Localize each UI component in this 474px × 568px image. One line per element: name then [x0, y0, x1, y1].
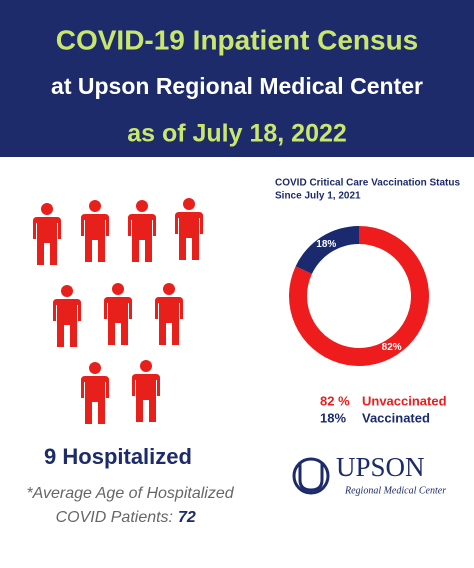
logo-tagline: Regional Medical Center	[344, 485, 446, 496]
header-title: COVID-19 Inpatient Census	[56, 24, 419, 55]
average-age-label: *Average Age of Hospitalized	[26, 485, 234, 502]
header-band	[0, 0, 474, 157]
donut-chart: 82% 18%	[288, 226, 429, 366]
hospitalized-count: 9 Hospitalized	[44, 444, 192, 469]
person-icon	[175, 198, 203, 260]
person-icon	[155, 283, 183, 345]
logo-name: UPSON	[336, 452, 425, 482]
average-age-label: COVID Patients:	[56, 509, 173, 526]
donut-segment	[295, 226, 359, 274]
segment-label: 18%	[316, 239, 336, 250]
logo-emblem	[298, 462, 324, 492]
person-icon	[33, 203, 61, 265]
header-subtitle: at Upson Regional Medical Center	[51, 73, 423, 99]
logo: UPSON Regional Medical Center	[292, 452, 446, 496]
legend-value: 82 %	[320, 393, 350, 408]
legend-label: Unvaccinated	[362, 393, 447, 408]
legend: 82 % Unvaccinated 18% Vaccinated	[320, 393, 447, 425]
person-icon	[132, 360, 160, 422]
logo-emblem	[292, 457, 330, 495]
person-icon	[104, 283, 132, 345]
legend-label: Vaccinated	[362, 410, 430, 425]
person-icon	[81, 200, 109, 262]
person-icon	[53, 285, 81, 347]
average-age-value: 72	[178, 509, 196, 526]
chart-subtitle: Since July 1, 2021	[275, 191, 361, 202]
header-date: as of July 18, 2022	[127, 120, 347, 148]
legend-value: 18%	[320, 410, 346, 425]
person-icons	[33, 198, 203, 424]
chart-title: COVID Critical Care Vaccination Status	[275, 178, 460, 189]
person-icon	[81, 362, 109, 424]
person-icon	[128, 200, 156, 262]
segment-label: 82%	[382, 342, 402, 353]
